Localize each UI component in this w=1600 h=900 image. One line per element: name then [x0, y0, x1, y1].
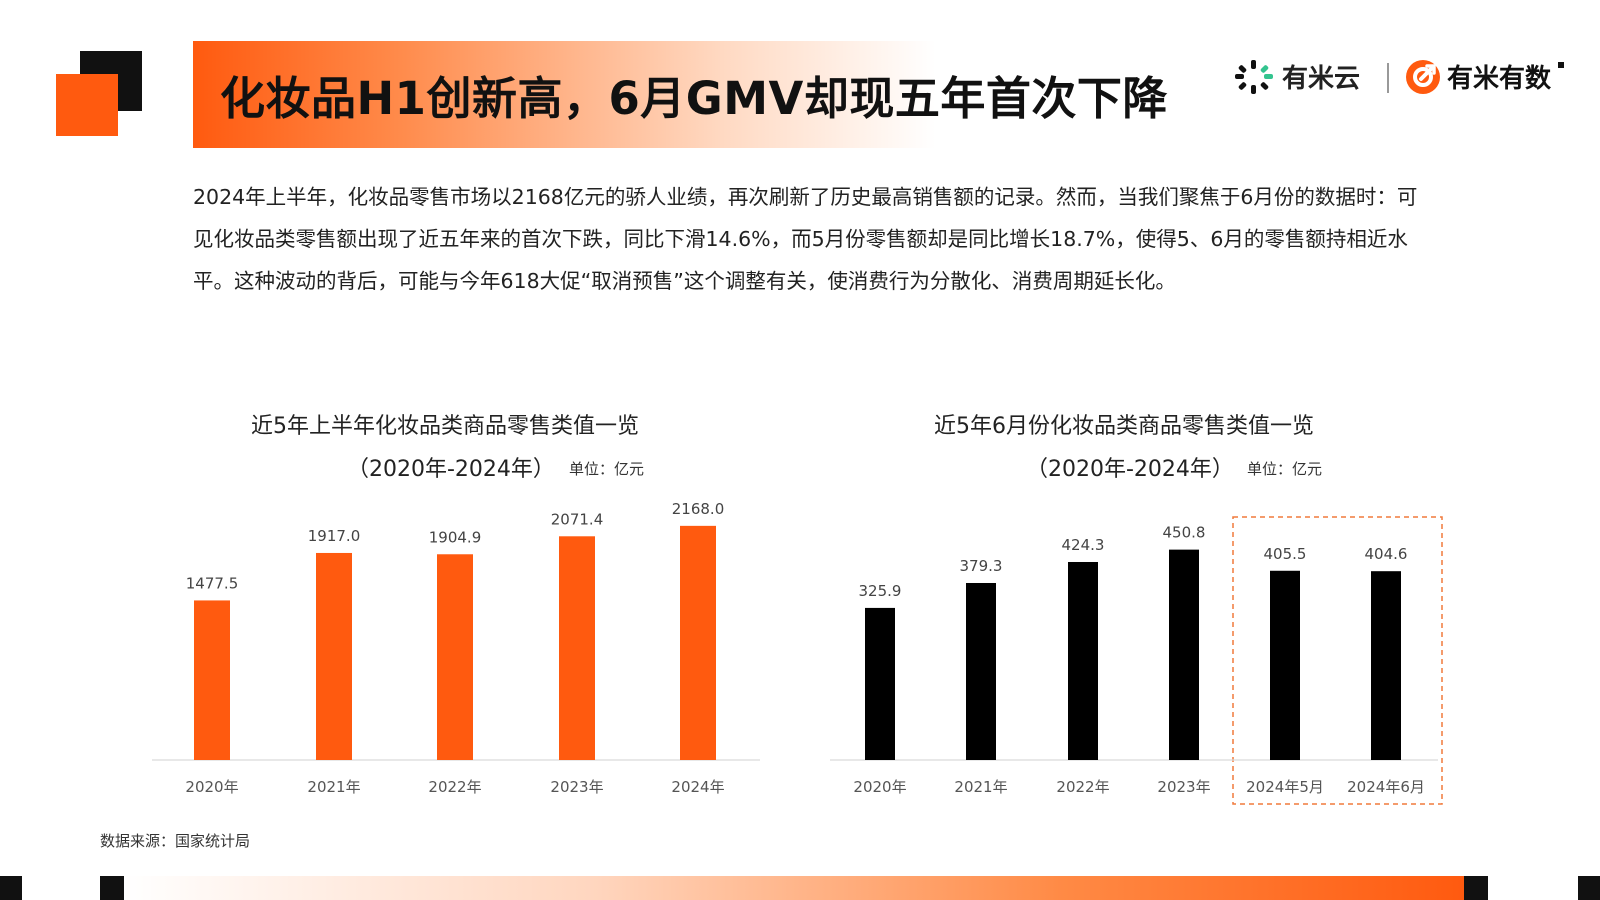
chart1-value-label: 2168.0 [672, 500, 725, 518]
footer-block-left [0, 876, 22, 900]
footer-block-inner-left [100, 876, 124, 900]
chart1-value-label: 1917.0 [308, 527, 361, 545]
chart2-bar [1371, 571, 1401, 760]
chart2-tick-label: 2024年5月 [1246, 778, 1324, 796]
logo-dot [1558, 62, 1565, 68]
chart2-tick-label: 2020年 [853, 778, 906, 796]
chart1-bar [559, 536, 595, 760]
chart2-tick-label: 2021年 [954, 778, 1007, 796]
chart1-title: 近5年上半年化妆品类商品零售类值一览 [251, 414, 639, 439]
chart2-value-label: 325.9 [859, 582, 902, 600]
title-band [193, 41, 1210, 148]
chart1-bar [194, 600, 230, 760]
chart2-bar [966, 582, 996, 760]
youmiyoushu-logo-icon [1406, 59, 1440, 94]
intro-paragraph: 2024年上半年，化妆品零售市场以2168亿元的骄人业绩，再次刷新了历史最高销售… [193, 185, 1418, 293]
logo-divider [1387, 63, 1389, 93]
corner-decoration-orange [56, 74, 118, 136]
chart1-bar [437, 554, 473, 760]
youmiyun-logo-text: 有米云 [1282, 64, 1361, 94]
footer-block-inner-right [1464, 876, 1488, 900]
chart1-bar [680, 525, 716, 760]
chart2-bar [1068, 561, 1098, 760]
chart2-bar [1169, 549, 1199, 760]
chart2-highlight-box [1232, 516, 1443, 805]
chart2-value-label: 424.3 [1062, 536, 1105, 554]
chart1-tick-label: 2024年 [671, 778, 724, 796]
chart2-value-label: 404.6 [1365, 545, 1408, 563]
footer-gradient-band [124, 876, 1464, 900]
chart2-value-label: 379.3 [960, 557, 1003, 575]
youmiyoushu-logo: 有米有数 [1405, 58, 1565, 95]
chart2-tick-label: 2024年6月 [1347, 778, 1425, 796]
page-title: 化妆品H1创新高，6月GMV却现五年首次下降 [220, 72, 1168, 125]
chart1-value-label: 2071.4 [551, 510, 604, 528]
chart2-value-label: 450.8 [1163, 524, 1206, 542]
chart1-tick-label: 2022年 [428, 778, 481, 796]
youmiyoushu-logo-text: 有米有数 [1447, 64, 1552, 94]
chart2-bar [1270, 570, 1300, 760]
chart1-tick-label: 2023年 [550, 778, 603, 796]
youmiyun-logo-icon [1235, 59, 1273, 94]
chart2-value-label: 405.5 [1264, 545, 1307, 563]
data-source-note: 数据来源：国家统计局 [100, 832, 251, 850]
chart1-tick-label: 2021年 [307, 778, 360, 796]
chart2-title: 近5年6月份化妆品类商品零售类值一览 [934, 414, 1314, 439]
chart2-tick-label: 2023年 [1157, 778, 1210, 796]
chart1-bar [316, 552, 352, 760]
youmiyun-logo: 有米云 [1234, 58, 1360, 95]
chart2-unit: 单位：亿元 [1247, 460, 1323, 478]
chart2-tick-label: 2022年 [1056, 778, 1109, 796]
chart1-value-label: 1477.5 [186, 574, 239, 592]
footer-block-right [1578, 876, 1600, 900]
chart1-subtitle: （2020年-2024年） [347, 457, 555, 482]
chart1-unit: 单位：亿元 [569, 460, 645, 478]
chart1-tick-label: 2020年 [185, 778, 238, 796]
chart2-subtitle: （2020年-2024年） [1026, 457, 1234, 482]
chart2-bar [865, 607, 895, 760]
chart1-value-label: 1904.9 [429, 528, 482, 546]
